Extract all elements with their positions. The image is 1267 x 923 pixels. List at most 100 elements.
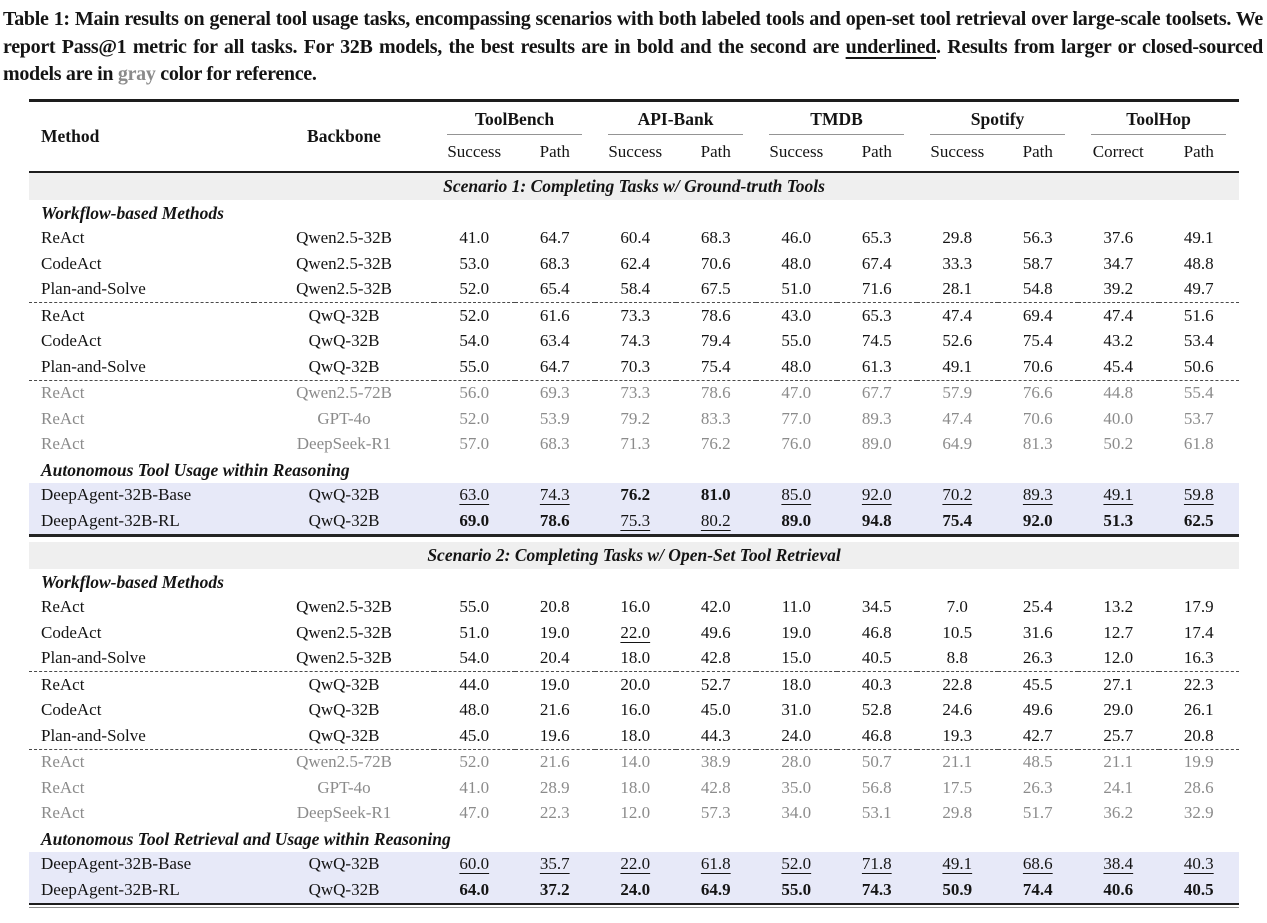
cell-value: 81.0 [675, 482, 757, 509]
cell-value: 43.0 [756, 302, 837, 329]
metric-value: 44.0 [459, 674, 490, 694]
metric-value: 46.8 [861, 622, 892, 642]
cell-value: 58.7 [998, 251, 1079, 277]
cell-value: 49.1 [1159, 226, 1240, 252]
cell-value: 18.0 [595, 775, 676, 801]
metric-value: 64.7 [539, 356, 570, 376]
table-row: ReAct QwQ-32B 44.0 19.0 20.0 52.7 18.0 40.3 22.8… [29, 671, 1240, 698]
cell-method: CodeAct [41, 700, 102, 720]
subheader-spotify-success: Success [930, 141, 985, 161]
table-row: DeepAgent-32B-Base QwQ-32B 60.0 35.7 22.0 61.… [29, 851, 1240, 878]
metric-value: 15.0 [781, 648, 812, 668]
subsection-label-row: Workflow-based Methods [29, 200, 1239, 226]
cell-backbone: Qwen2.5-32B [296, 253, 392, 273]
metric-value: 61.3 [861, 356, 892, 376]
cell-value: 47.4 [917, 406, 998, 432]
caption-gray-word: gray [117, 63, 156, 86]
cell-value: 49.6 [998, 698, 1079, 724]
metric-value: 76.2 [700, 434, 731, 454]
metric-value: 49.1 [1103, 485, 1134, 505]
cell-value: 53.0 [434, 251, 515, 277]
metric-value: 31.0 [781, 700, 812, 720]
metric-value: 54.0 [459, 331, 490, 351]
cell-value: 40.3 [836, 671, 918, 698]
cell-value: 49.1 [917, 851, 998, 878]
metric-value: 21.1 [1103, 752, 1134, 772]
cell-value: 35.0 [756, 775, 837, 801]
cell-value: 14.0 [595, 748, 676, 776]
cell-value: 79.4 [676, 329, 757, 355]
subsection-label: Workflow-based Methods [41, 202, 224, 223]
cell-value: 51.0 [434, 620, 515, 646]
metric-value: 43.2 [1103, 331, 1134, 351]
cell-value: 22.0 [595, 620, 676, 646]
metric-value: 75.3 [620, 510, 651, 530]
metric-value: 73.3 [620, 305, 651, 325]
metric-value: 42.8 [700, 648, 731, 668]
metric-value: 55.0 [459, 597, 490, 617]
metric-value: 78.6 [700, 383, 731, 403]
cell-value: 74.4 [997, 877, 1079, 903]
cell-value: 85.0 [756, 482, 837, 509]
table-row: DeepAgent-32B-RL QwQ-32B 69.0 78.6 75.3 80.2 8… [29, 508, 1240, 536]
cell-value: 78.6 [675, 379, 757, 407]
metric-value: 50.6 [1183, 356, 1214, 376]
cell-value: 54.0 [434, 329, 515, 355]
cell-value: 76.2 [676, 432, 757, 458]
metric-value: 21.6 [539, 752, 570, 772]
metric-value: 45.4 [1103, 356, 1134, 376]
cell-value: 65.4 [515, 277, 596, 303]
cell-value: 55.0 [756, 329, 837, 355]
metric-value: 46.0 [781, 228, 812, 248]
metric-value: 52.6 [942, 331, 973, 351]
cell-value: 61.3 [837, 354, 918, 380]
caption-end-text: color for reference. [155, 63, 317, 86]
cell-value: 76.2 [595, 482, 676, 509]
cell-value: 57.3 [676, 801, 757, 827]
cell-method: Plan-and-Solve [41, 725, 146, 745]
metric-value: 50.9 [942, 879, 973, 899]
metric-value: 67.5 [700, 279, 731, 299]
metric-value: 74.3 [861, 879, 892, 899]
metric-value: 79.2 [620, 408, 651, 428]
metric-value: 37.2 [539, 879, 570, 899]
metric-value: 40.3 [861, 674, 892, 694]
group-name: Spotify [970, 108, 1025, 129]
metric-value: 43.0 [781, 305, 812, 325]
metric-value: 49.1 [1183, 228, 1214, 248]
metric-value: 70.6 [1022, 408, 1053, 428]
caption-main-text: Table 1: Main results on general tool us… [3, 8, 1263, 58]
cell-value: 33.3 [917, 251, 998, 277]
cell-value: 44.8 [1078, 379, 1159, 407]
cell-value: 55.0 [756, 877, 837, 903]
cell-value: 50.6 [1159, 354, 1240, 380]
table-row: CodeAct Qwen2.5-32B 51.0 19.0 22.0 49.6 19.0 46… [29, 620, 1239, 646]
metric-value: 61.6 [539, 305, 570, 325]
cell-value: 36.2 [1078, 801, 1159, 827]
cell-value: 55.4 [1158, 379, 1240, 407]
metric-value: 29.0 [1103, 700, 1134, 720]
scenario-separator-rule [29, 533, 1240, 542]
table-row: ReAct Qwen2.5-32B 55.0 20.8 16.0 42.0 11.0 34.5… [29, 595, 1239, 621]
cell-value: 49.6 [676, 620, 757, 646]
metric-value: 12.7 [1103, 622, 1134, 642]
table-row: DeepAgent-32B-Base QwQ-32B 63.0 74.3 76.2 81.… [29, 482, 1240, 509]
results-table-wrapper: Method Backbone ToolBench API-Bank TMDB … [29, 98, 1240, 909]
cell-value: 28.9 [515, 775, 596, 801]
cell-method: ReAct [29, 671, 254, 698]
cell-value: 20.0 [595, 671, 676, 698]
metric-value: 48.0 [781, 356, 812, 376]
cell-value: 58.4 [595, 277, 676, 303]
cell-value: 42.7 [998, 723, 1079, 749]
metric-value: 51.7 [1022, 803, 1053, 823]
metric-value: 49.6 [1022, 700, 1053, 720]
cell-value: 50.9 [917, 877, 998, 903]
metric-value: 51.6 [1183, 305, 1214, 325]
cell-value: 92.0 [836, 482, 918, 509]
cell-value: 52.0 [434, 748, 515, 776]
metric-value: 49.7 [1183, 279, 1214, 299]
cell-value: 73.3 [595, 302, 676, 329]
metric-value: 55.0 [781, 331, 812, 351]
cell-value: 47.0 [756, 379, 837, 407]
metric-value: 19.0 [539, 622, 570, 642]
